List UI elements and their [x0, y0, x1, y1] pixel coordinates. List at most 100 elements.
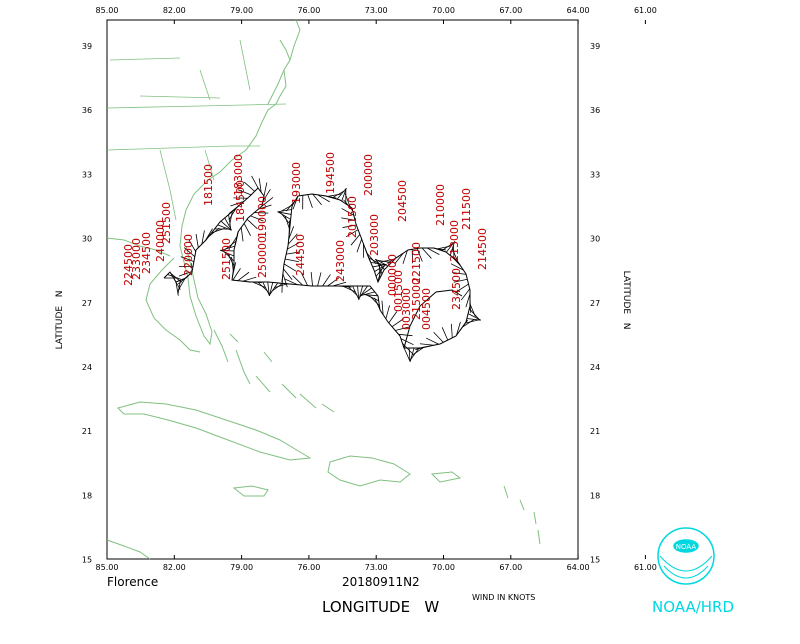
wind-barb — [244, 223, 250, 235]
time-label: 004500 — [420, 288, 433, 330]
time-label: 220000 — [182, 234, 195, 276]
agency-label: NOAA/HRD — [652, 598, 734, 616]
lon-tick-top: 70.00 — [432, 6, 455, 15]
lat-tick-left: 18 — [82, 491, 92, 500]
wind-barb — [238, 272, 249, 280]
puerto-rico — [432, 472, 460, 482]
time-label: 181500 — [202, 164, 215, 206]
lat-tick-right: 39 — [590, 42, 600, 51]
lat-tick-left: 24 — [82, 363, 92, 372]
time-label: 224500 — [122, 244, 135, 286]
time-label: 221500 — [410, 242, 423, 284]
lon-tick-top: 67.00 — [499, 6, 522, 15]
wind-barb — [420, 344, 434, 346]
lat-tick-right: 33 — [590, 170, 600, 179]
lat-tick-left: 15 — [82, 556, 92, 565]
time-label: 234500 — [450, 268, 463, 310]
south-america — [107, 540, 150, 559]
wind-barb — [470, 299, 471, 313]
lon-tick-bottom: 61.00 — [634, 563, 657, 572]
wind-barb — [264, 183, 267, 197]
wind-barb — [442, 327, 448, 340]
wind-barb — [389, 311, 397, 322]
lat-tick-left: 39 — [82, 42, 92, 51]
y-axis-label-left: LATITUDE N — [55, 291, 65, 350]
jamaica — [234, 486, 268, 496]
lat-tick-right: 30 — [590, 235, 600, 244]
wind-barb — [359, 286, 363, 300]
wind-barb — [279, 283, 293, 284]
chesapeake — [268, 40, 290, 104]
time-label: 214500 — [476, 228, 489, 270]
wind-barb — [434, 332, 444, 342]
wind-barb — [313, 194, 322, 205]
lon-tick-top: 64.00 — [567, 6, 590, 15]
lat-tick-left: 30 — [82, 235, 92, 244]
time-label: 211500 — [460, 188, 473, 230]
time-label: 200000 — [362, 154, 375, 196]
hispaniola — [328, 456, 410, 486]
time-label: 201500 — [346, 196, 359, 238]
lat-tick-left: 36 — [82, 106, 92, 115]
lon-tick-bottom: 76.00 — [297, 563, 320, 572]
x-axis-label: LONGITUDE W — [322, 598, 439, 616]
time-label: 194500 — [324, 152, 337, 194]
y-axis-label-right: LATITUDE N — [621, 271, 631, 330]
wind-barb — [196, 234, 198, 248]
wind-barb — [252, 176, 259, 188]
lat-tick-right: 21 — [590, 427, 600, 436]
lat-tick-left: 21 — [82, 427, 92, 436]
lat-tick-right: 27 — [590, 299, 600, 308]
time-label: 183000 — [232, 154, 245, 196]
lon-tick-bottom: 67.00 — [499, 563, 522, 572]
lon-tick-bottom: 73.00 — [365, 563, 388, 572]
lat-tick-right: 15 — [590, 556, 600, 565]
cuba — [118, 402, 310, 460]
lat-tick-left: 27 — [82, 299, 92, 308]
time-label: 213000 — [448, 220, 461, 262]
lon-tick-top: 85.00 — [96, 6, 119, 15]
time-label: 003000 — [400, 288, 413, 330]
time-label: 203000 — [368, 214, 381, 256]
wind-barb — [386, 305, 390, 319]
wind-barb — [318, 272, 321, 286]
wind-barb — [348, 286, 358, 296]
time-label: 244500 — [294, 234, 307, 276]
flight-id: 20180911N2 — [342, 575, 420, 589]
lat-tick-left: 33 — [82, 170, 92, 179]
lon-tick-top: 73.00 — [365, 6, 388, 15]
time-label: 210000 — [434, 184, 447, 226]
lon-tick-top: 61.00 — [634, 6, 657, 15]
wind-barb — [426, 338, 439, 344]
noaa-logo: NOAA — [658, 528, 714, 584]
lon-tick-bottom: 85.00 — [96, 563, 119, 572]
wind-barb — [308, 195, 313, 208]
time-label: 243000 — [334, 240, 347, 282]
wind-barb — [243, 277, 256, 281]
lon-tick-top: 79.00 — [230, 6, 253, 15]
lon-tick-top: 82.00 — [163, 6, 186, 15]
time-label: 193000 — [290, 162, 303, 204]
noaa-logo-text: NOAA — [676, 543, 697, 551]
map-frame — [107, 20, 578, 559]
storm-name: Florence — [107, 575, 158, 589]
state-borders — [107, 40, 286, 220]
lat-tick-right: 18 — [590, 491, 600, 500]
lon-tick-top: 76.00 — [297, 6, 320, 15]
wind-barb — [399, 334, 413, 335]
lesser-antilles — [504, 486, 540, 544]
lon-tick-bottom: 82.00 — [163, 563, 186, 572]
wind-barb — [357, 239, 362, 252]
lat-tick-right: 36 — [590, 106, 600, 115]
wind-barb — [311, 272, 312, 286]
time-label: 251500 — [220, 238, 233, 280]
bahamas — [214, 330, 334, 412]
wind-barb — [451, 324, 452, 338]
wind-barb — [459, 320, 467, 331]
wind-barb — [278, 209, 292, 211]
coastlines — [107, 20, 540, 559]
time-label: 240000 — [154, 220, 167, 262]
